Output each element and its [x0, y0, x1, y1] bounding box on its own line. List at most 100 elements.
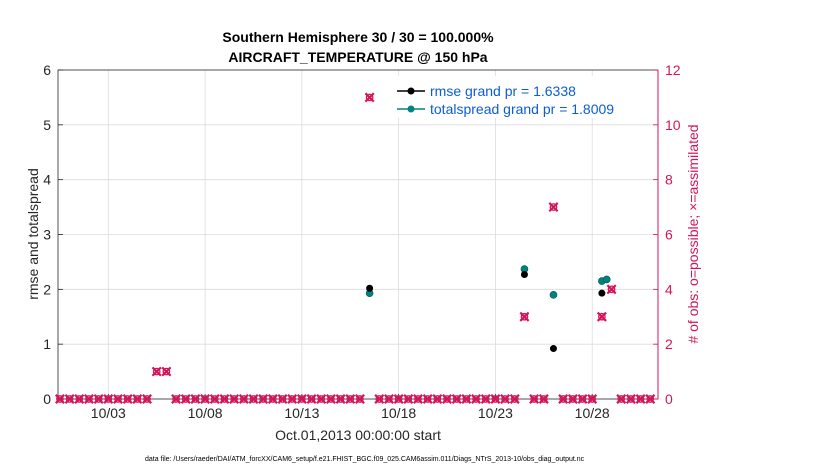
- legend-label-rmse: rmse grand pr = 1.6338: [430, 83, 576, 99]
- obs-assimilated-point: [635, 394, 646, 404]
- rmse-point: [520, 271, 528, 279]
- obs-assimilated-point: [132, 394, 143, 404]
- obs-possible-point: [94, 395, 103, 403]
- obs-assimilated-point: [64, 394, 75, 404]
- obs-assimilated-point: [383, 394, 394, 404]
- obs-assimilated-point: [422, 394, 433, 404]
- obs-possible-point: [239, 395, 248, 403]
- obs-possible-point: [472, 395, 480, 403]
- y-axis-right: 0 2 4 6 8 10 12: [653, 62, 681, 407]
- obs-possible-point: [181, 395, 190, 403]
- obs-possible-point: [627, 395, 635, 403]
- obs-possible-point: [327, 395, 335, 403]
- obs-possible-point: [317, 395, 326, 403]
- obs-assimilated-point: [287, 394, 298, 404]
- obs-possible-point: [298, 395, 306, 403]
- obs-assimilated-point: [238, 394, 249, 404]
- rmse-point: [549, 345, 557, 353]
- obs-assimilated-point: [471, 394, 482, 404]
- obs-possible-point: [365, 93, 374, 102]
- obs-assimilated-point: [258, 394, 269, 404]
- x-tick-label: 10/13: [284, 405, 319, 421]
- obs-possible-point: [288, 395, 297, 403]
- obs-possible-point: [268, 395, 277, 403]
- obs-assimilated-point: [451, 394, 462, 404]
- totalspread-point: [549, 291, 558, 299]
- y-left-tick-label: 1: [43, 336, 51, 352]
- y-axis-left: 0 1 2 3 4 5 6: [43, 62, 63, 407]
- y-left-tick-label: 0: [43, 391, 51, 407]
- obs-possible-point: [201, 395, 209, 403]
- x-tick-label: 10/03: [91, 405, 126, 421]
- obs-assimilated-point: [200, 394, 211, 404]
- x-tick-label: 10/28: [575, 405, 610, 421]
- obs-possible-point: [646, 395, 655, 403]
- obs-possible-point: [578, 395, 587, 403]
- footer-data-file: data file: /Users/raeder/DAI/ATM_forcXX/…: [145, 456, 585, 463]
- obs-possible-point: [433, 395, 442, 403]
- y-left-tick-label: 3: [43, 227, 51, 243]
- obs-assimilated-point: [393, 394, 404, 404]
- obs-assimilated-point: [606, 284, 617, 295]
- obs-assimilated-point: [645, 394, 656, 404]
- y-right-tick-label: 2: [665, 336, 673, 352]
- obs-possible-point: [414, 395, 422, 403]
- chart-title: Southern Hemisphere 30 / 30 = 100.000%: [222, 29, 494, 45]
- y-left-tick-label: 5: [43, 117, 51, 133]
- obs-possible-point: [510, 395, 519, 403]
- obs-possible-point: [568, 395, 577, 403]
- obs-assimilated-point: [267, 394, 278, 404]
- obs-assimilated-point: [325, 394, 336, 404]
- obs-assimilated-point: [413, 394, 423, 404]
- obs-assimilated-point: [548, 202, 559, 213]
- obs-possible-point: [65, 395, 74, 403]
- obs-possible-point: [404, 395, 413, 403]
- obs-possible-point: [617, 395, 626, 403]
- obs-assimilated-point: [577, 394, 588, 404]
- obs-assimilated-point: [558, 394, 569, 404]
- obs-possible-point: [443, 395, 451, 403]
- obs-assimilated-point: [93, 394, 104, 404]
- obs-assimilated-point: [161, 366, 172, 377]
- rmse-point: [598, 289, 606, 297]
- obs-assimilated-point: [171, 394, 182, 404]
- obs-possible-point: [530, 395, 538, 403]
- y-left-tick-label: 2: [43, 281, 51, 297]
- obs-assimilated-point: [461, 394, 472, 404]
- obs-assimilated-point: [480, 394, 491, 404]
- obs-possible-point: [636, 395, 645, 403]
- legend-label-totalspread: totalspread grand pr = 1.8009: [430, 101, 614, 117]
- rmse-point: [366, 284, 374, 292]
- obs-possible-point: [307, 395, 316, 403]
- grid: [58, 70, 658, 399]
- obs-assimilated-point: [74, 394, 85, 404]
- obs-assimilated-point: [596, 311, 607, 322]
- obs-assimilated-point: [54, 394, 65, 404]
- obs-assimilated-point: [432, 394, 443, 404]
- obs-assimilated-point: [567, 394, 578, 404]
- obs-possible-point: [491, 395, 500, 403]
- obs-assimilated-point: [529, 394, 540, 404]
- obs-possible-point: [539, 395, 548, 403]
- obs-possible-point: [588, 395, 597, 403]
- obs-assimilated-point: [219, 394, 230, 404]
- obs-assimilated-point: [277, 394, 288, 404]
- obs-assimilated-point: [519, 311, 530, 322]
- obs-assimilated-point: [500, 394, 511, 404]
- x-tick-label: 10/18: [381, 405, 416, 421]
- obs-assimilated-point: [587, 394, 598, 404]
- obs-possible-point: [346, 395, 355, 403]
- obs-assimilated-point: [248, 394, 259, 404]
- obs-possible-point: [210, 395, 219, 403]
- totalspread-point: [602, 275, 611, 284]
- y-left-tick-label: 4: [43, 172, 51, 188]
- obs-possible-point: [501, 395, 509, 403]
- obs-possible-point: [394, 395, 403, 403]
- obs-assimilated-point: [209, 394, 220, 404]
- obs-possible-point: [162, 367, 171, 376]
- obs-assimilated-point: [83, 394, 94, 404]
- x-axis: 10/03 10/08 10/13 10/18 10/23 10/28: [91, 394, 610, 421]
- obs-assimilated-point: [316, 394, 327, 404]
- legend-box: [393, 76, 654, 118]
